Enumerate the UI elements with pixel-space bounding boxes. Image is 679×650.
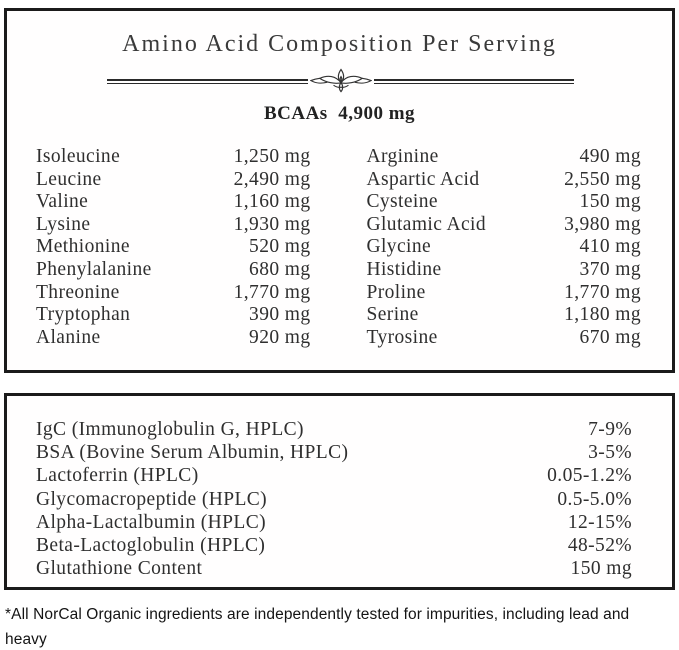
fraction-name: Lactoferrin (HPLC) (36, 465, 199, 487)
amino-value: 1,180 mg (564, 304, 641, 326)
amino-row: Valine 1,160 mg (36, 191, 311, 214)
amino-acid-panel: Amino Acid Composition Per Serving BCAAs… (4, 8, 675, 373)
page-title: Amino Acid Composition Per Serving (122, 31, 557, 57)
fraction-name: Alpha-Lactalbumin (HPLC) (36, 511, 267, 533)
amino-name: Phenylalanine (36, 258, 152, 280)
fraction-name: Beta-Lactoglobulin (HPLC) (36, 535, 266, 557)
amino-row: Aspartic Acid 2,550 mg (367, 169, 642, 192)
amino-value: 370 mg (579, 258, 641, 280)
amino-table: Isoleucine 1,250 mg Leucine 2,490 mg Valin… (7, 146, 672, 349)
amino-row: Cysteine 150 mg (367, 191, 642, 214)
amino-value: 1,770 mg (233, 281, 311, 303)
fleur-ornament-icon (309, 68, 372, 93)
amino-row: Tyrosine 670 mg (367, 327, 642, 350)
amino-value: 1,160 mg (233, 191, 311, 213)
amino-value: 2,550 mg (564, 168, 641, 190)
fraction-row: Alpha-Lactalbumin (HPLC) 12-15% (36, 511, 632, 534)
fraction-value: 0.05-1.2% (547, 465, 632, 487)
amino-value: 1,770 mg (564, 281, 641, 303)
amino-value: 670 mg (579, 326, 641, 348)
fraction-row: IgC (Immunoglobulin G, HPLC) 7-9% (36, 418, 632, 441)
amino-row: Glutamic Acid 3,980 mg (367, 214, 642, 237)
fraction-row: Glycomacropeptide (HPLC) 0.5-5.0% (36, 488, 632, 511)
amino-row: Phenylalanine 680 mg (36, 259, 311, 282)
amino-row: Histidine 370 mg (367, 259, 642, 282)
amino-value: 410 mg (579, 236, 641, 258)
amino-row: Glycine 410 mg (367, 236, 642, 259)
amino-name: Threonine (36, 281, 120, 303)
divider-rule-left (107, 78, 308, 84)
amino-row: Isoleucine 1,250 mg (36, 146, 311, 169)
amino-table-right-column: Arginine 490 mg Aspartic Acid 2,550 mg Cys… (367, 146, 642, 349)
amino-row: Alanine 920 mg (36, 327, 311, 350)
amino-row: Leucine 2,490 mg (36, 169, 311, 192)
amino-name: Methionine (36, 236, 130, 258)
amino-value: 1,930 mg (233, 213, 311, 235)
fraction-row: Beta-Lactoglobulin (HPLC) 48-52% (36, 534, 632, 557)
footnote: *All NorCal Organic ingredients are inde… (5, 602, 675, 650)
amino-row: Serine 1,180 mg (367, 304, 642, 327)
amino-name: Valine (36, 191, 89, 213)
fraction-name: Glutathione Content (36, 558, 203, 580)
fraction-name: IgC (Immunoglobulin G, HPLC) (36, 419, 304, 440)
amino-name: Glutamic Acid (366, 213, 486, 235)
protein-fractions-panel: IgC (Immunoglobulin G, HPLC) 7-9% BSA (Bo… (4, 393, 675, 590)
amino-value: 150 mg (579, 191, 641, 213)
amino-name: Cysteine (366, 191, 438, 213)
amino-name: Isoleucine (36, 146, 121, 167)
fraction-row: Glutathione Content 150 mg (36, 557, 632, 580)
fraction-value: 150 mg (570, 558, 632, 580)
amino-row: Arginine 490 mg (367, 146, 642, 169)
amino-name: Alanine (36, 326, 101, 348)
bcaa-value: 4,900 mg (338, 103, 416, 124)
amino-value: 520 mg (249, 236, 311, 258)
fraction-row: BSA (Bovine Serum Albumin, HPLC) 3-5% (36, 441, 632, 464)
fraction-row: Lactoferrin (HPLC) 0.05-1.2% (36, 464, 632, 487)
footnote-line: *All NorCal Organic ingredients are inde… (5, 606, 630, 648)
amino-value: 680 mg (249, 258, 311, 280)
amino-name: Aspartic Acid (366, 168, 480, 190)
amino-name: Tryptophan (36, 304, 131, 326)
amino-row: Lysine 1,930 mg (36, 214, 311, 237)
amino-name: Tyrosine (366, 326, 438, 348)
amino-name: Serine (366, 304, 419, 326)
fraction-value: 12-15% (567, 511, 632, 533)
amino-value: 2,490 mg (233, 168, 311, 190)
amino-value: 920 mg (249, 326, 311, 348)
ornamental-divider (107, 66, 574, 96)
amino-name: Proline (366, 281, 426, 303)
divider-rule-right (373, 78, 574, 84)
amino-row: Proline 1,770 mg (367, 282, 642, 305)
amino-table-left-column: Isoleucine 1,250 mg Leucine 2,490 mg Valin… (36, 146, 311, 349)
amino-value: 490 mg (579, 146, 641, 167)
fraction-value: 7-9% (588, 419, 632, 440)
amino-value: 390 mg (249, 304, 311, 326)
bcaa-label: BCAAs (263, 103, 328, 124)
fraction-value: 0.5-5.0% (557, 488, 632, 510)
amino-name: Histidine (366, 258, 442, 280)
fraction-value: 48-52% (567, 535, 632, 557)
amino-row: Tryptophan 390 mg (36, 304, 311, 327)
bcaa-total: BCAAs 4,900 mg (7, 103, 672, 125)
amino-row: Methionine 520 mg (36, 236, 311, 259)
amino-value: 1,250 mg (233, 146, 311, 167)
amino-name: Lysine (36, 213, 91, 235)
amino-name: Arginine (366, 146, 439, 167)
amino-name: Leucine (36, 168, 102, 190)
amino-value: 3,980 mg (564, 213, 641, 235)
amino-row: Threonine 1,770 mg (36, 282, 311, 305)
fraction-value: 3-5% (588, 442, 632, 464)
fraction-name: Glycomacropeptide (HPLC) (36, 488, 268, 510)
amino-name: Glycine (366, 236, 432, 258)
fraction-name: BSA (Bovine Serum Albumin, HPLC) (36, 442, 349, 464)
